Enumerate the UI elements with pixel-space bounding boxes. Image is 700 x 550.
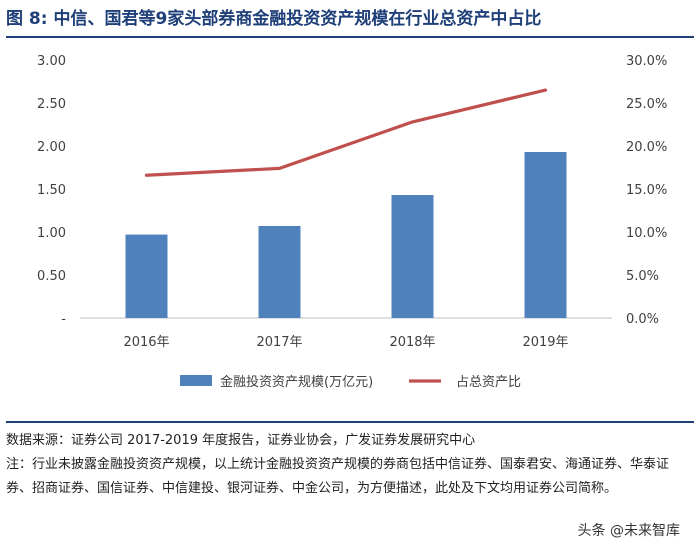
legend-bar-label: 金融投资资产规模(万亿元)	[220, 374, 373, 390]
y-left-tick-label: 3.00	[37, 54, 66, 69]
legend-bar-swatch	[180, 375, 212, 386]
x-tick-label: 2017年	[256, 335, 302, 350]
y-left-tick-label: 2.50	[37, 97, 66, 112]
bar	[524, 152, 567, 318]
figure-label: 图 8:	[6, 9, 48, 29]
line-series	[144, 88, 548, 177]
source-notes: 数据来源：证券公司 2017-2019 年度报告，证券业协会，广发证券发展研究中…	[6, 421, 694, 501]
y-right-tick-label: 15.0%	[626, 183, 667, 198]
bar	[391, 195, 434, 318]
figure-title: 图 8: 中信、国君等9家头部券商金融投资资产规模在行业总资产中占比	[6, 4, 694, 38]
data-source: 数据来源：证券公司 2017-2019 年度报告，证券业协会，广发证券发展研究中…	[6, 433, 476, 448]
y-left-tick-label: 1.50	[37, 183, 66, 198]
y-right-tick-label: 5.0%	[626, 269, 659, 284]
y-left-tick-label: 1.00	[37, 226, 66, 241]
y-left-tick-label: -	[61, 312, 66, 327]
y-right-tick-label: 25.0%	[626, 97, 667, 112]
x-tick-label: 2019年	[522, 335, 568, 350]
y-left-tick-label: 2.00	[37, 140, 66, 155]
y-right-tick-label: 20.0%	[626, 140, 667, 155]
y-left-tick-label: 0.50	[37, 269, 66, 284]
y-right-tick-label: 30.0%	[626, 54, 667, 69]
y-right-tick-label: 10.0%	[626, 226, 667, 241]
combo-chart: - 0.50 1.00 1.50 2.00 2.50 3.00 0.0% 5.0% 10.0% 15…	[37, 54, 667, 390]
y-right-tick-label: 0.0%	[626, 312, 659, 327]
watermark-text: 头条 @未来智库	[577, 523, 680, 539]
footnote: 注：行业未披露金融投资资产规模，以上统计金融投资资产规模的券商包括中信证券、国泰…	[6, 457, 670, 496]
bar	[125, 234, 168, 318]
x-tick-label: 2018年	[389, 335, 435, 350]
figure-title-text: 中信、国君等9家头部券商金融投资资产规模在行业总资产中占比	[53, 9, 542, 29]
watermark: 头条 @未来智库	[571, 518, 686, 542]
bar	[258, 225, 301, 318]
legend-line-label: 占总资产比	[456, 375, 521, 390]
x-tick-label: 2016年	[123, 335, 169, 350]
